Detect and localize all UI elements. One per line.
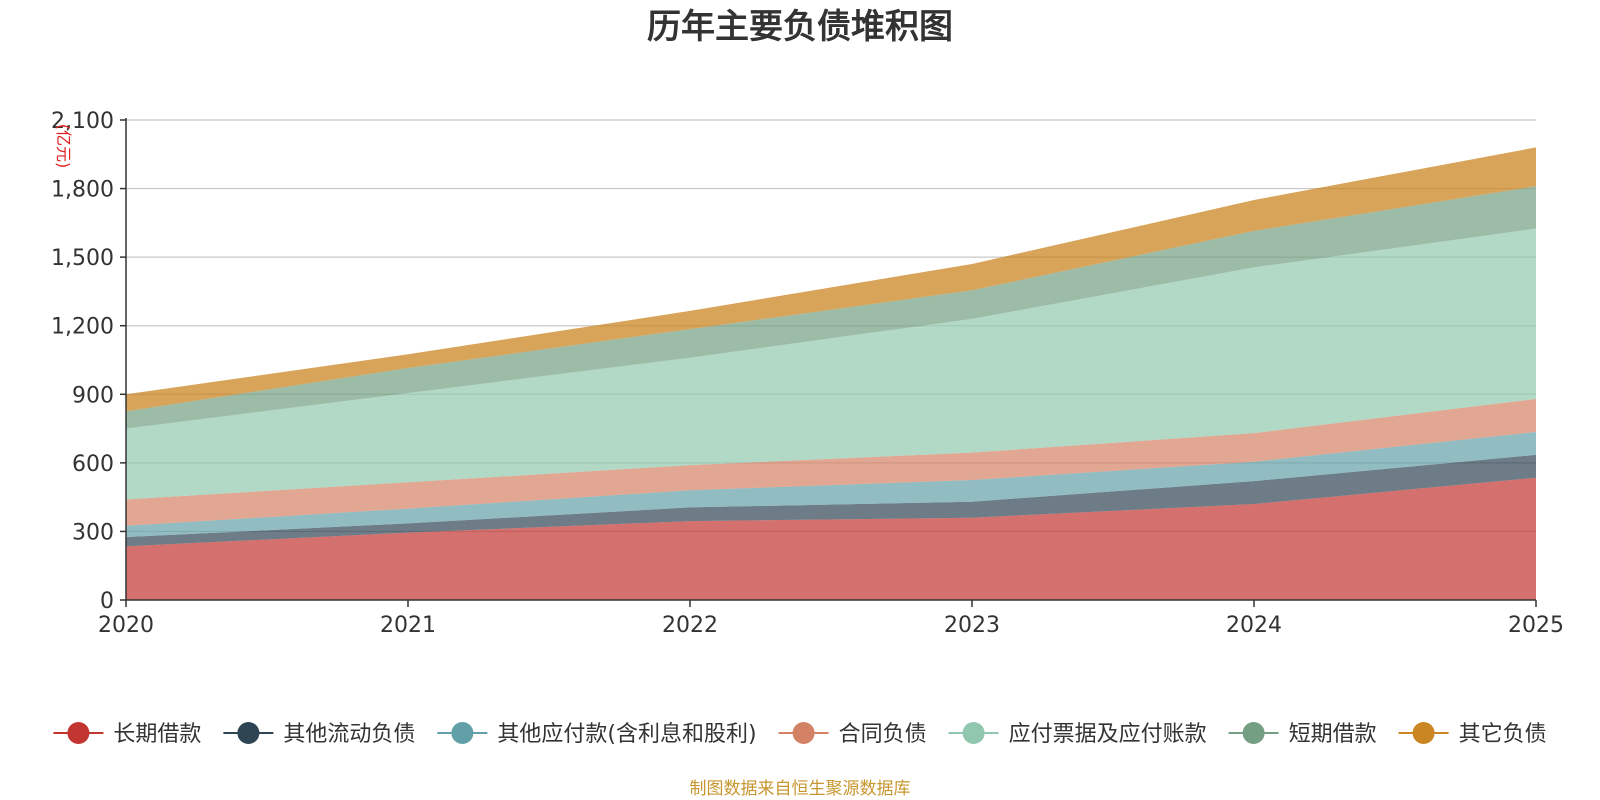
x-tick-label: 2024 [1226, 613, 1282, 638]
legend-label: 应付票据及应付账款 [1009, 722, 1207, 747]
y-axis-unit-label: (亿元) [54, 124, 73, 169]
x-tick-label: 2025 [1508, 613, 1564, 638]
y-tick-label: 1,200 [51, 315, 114, 340]
legend-item-6[interactable]: 短期借款 [1228, 722, 1377, 747]
legend-item-4[interactable]: 合同负债 [778, 722, 927, 747]
area-4[interactable] [126, 398, 1536, 526]
legend-marker [962, 722, 985, 744]
chart-title: 历年主要负债堆积图 [647, 7, 953, 47]
y-tick-label: 0 [100, 589, 114, 614]
legend-marker [1412, 722, 1435, 744]
legend-item-3[interactable]: 其他应付款(含利息和股利) [437, 722, 757, 747]
legend-marker [792, 722, 815, 744]
area-5[interactable] [126, 228, 1536, 500]
data-source-note: 制图数据来自恒生聚源数据库 [690, 779, 911, 799]
legend-item-2[interactable]: 其他流动负债 [223, 722, 415, 747]
area-1[interactable] [126, 477, 1536, 600]
y-tick-label: 1,800 [51, 178, 114, 203]
x-tick-label: 2023 [944, 613, 1000, 638]
legend-label: 合同负债 [839, 722, 927, 747]
legend-label: 短期借款 [1289, 722, 1377, 747]
area-3[interactable] [126, 432, 1536, 538]
area-6[interactable] [126, 186, 1536, 429]
legend-marker [237, 722, 260, 744]
y-tick-label: 600 [72, 452, 114, 477]
y-tick-label: 300 [72, 520, 114, 545]
legend-label: 长期借款 [113, 722, 201, 747]
x-tick-label: 2021 [380, 613, 436, 638]
legend-item-7[interactable]: 其它负债 [1398, 722, 1547, 747]
axes: 0 300 600 900 1,200 1,500 1,800 2,100 2020 2021 20… [51, 109, 1564, 638]
legend[interactable]: 长期借款 其他流动负债 其他应付款(含利息和股利) 合同负债 应付票据及应付账款 短期借款… [53, 722, 1547, 747]
legend-marker [451, 722, 474, 744]
legend-label: 其他流动负债 [283, 722, 415, 747]
legend-marker [67, 722, 90, 744]
legend-marker [1242, 722, 1265, 744]
area-2[interactable] [126, 454, 1536, 547]
legend-item-5[interactable]: 应付票据及应付账款 [948, 722, 1207, 747]
y-tick-label: 2,100 [51, 109, 114, 134]
area-7[interactable] [126, 147, 1536, 412]
x-tick-label: 2022 [662, 613, 718, 638]
legend-label: 其它负债 [1459, 722, 1547, 747]
legend-label: 其他应付款(含利息和股利) [497, 722, 756, 747]
y-tick-label: 1,500 [51, 246, 114, 271]
area-series-layer [126, 147, 1536, 600]
legend-item-1[interactable]: 长期借款 [53, 722, 201, 747]
x-tick-label: 2020 [98, 613, 154, 638]
y-tick-label: 900 [72, 383, 114, 408]
